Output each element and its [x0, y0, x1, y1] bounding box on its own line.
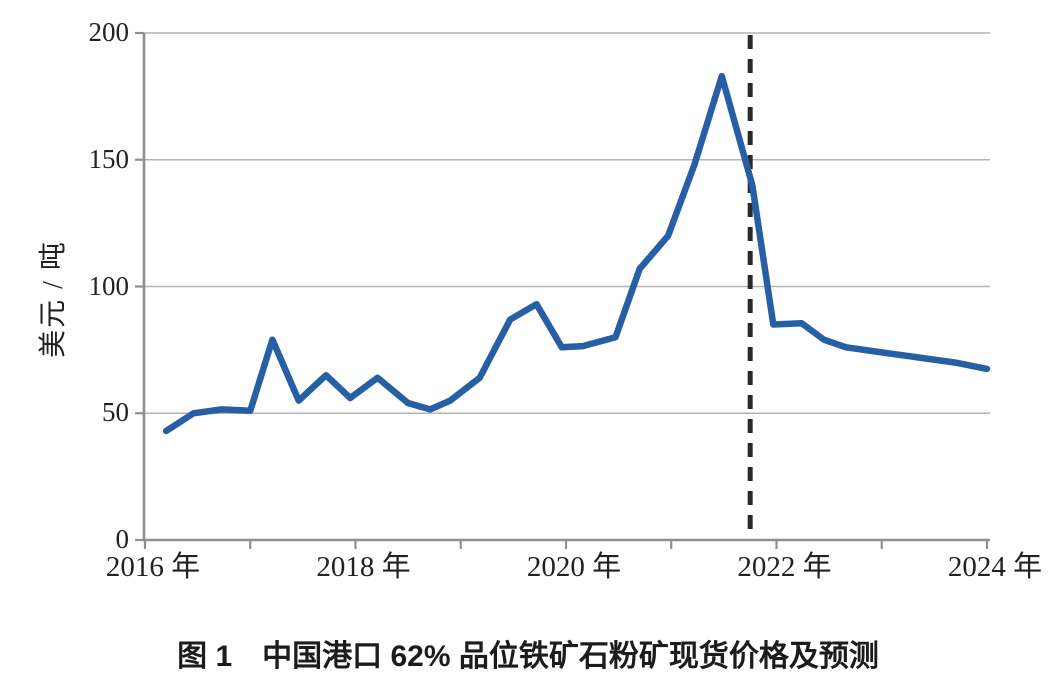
y-axis-title: 美元 / 吨: [38, 240, 69, 358]
x-axis-tick-label-2020: 2020 年: [526, 551, 622, 583]
price-line: [162, 72, 991, 435]
y-axis-tick-label-100: 100: [88, 270, 130, 301]
figure-caption: 图 1 中国港口 62% 品位铁矿石粉矿现货价格及预测: [177, 640, 879, 673]
x-axis-tick-label-2016: 2016 年: [105, 551, 201, 583]
x-axis-tick-label-2018: 2018 年: [316, 551, 411, 583]
y-axis-tick-label-0: 0: [115, 524, 130, 554]
y-axis-tick-label-150: 150: [88, 143, 130, 174]
y-axis-tick-label-50: 50: [102, 397, 129, 428]
y-axis-tick-label-200: 200: [88, 17, 130, 47]
x-axis-tick-label-2024: 2024 年: [947, 551, 1043, 583]
x-axis-tick-label-2022: 2022 年: [737, 551, 832, 583]
